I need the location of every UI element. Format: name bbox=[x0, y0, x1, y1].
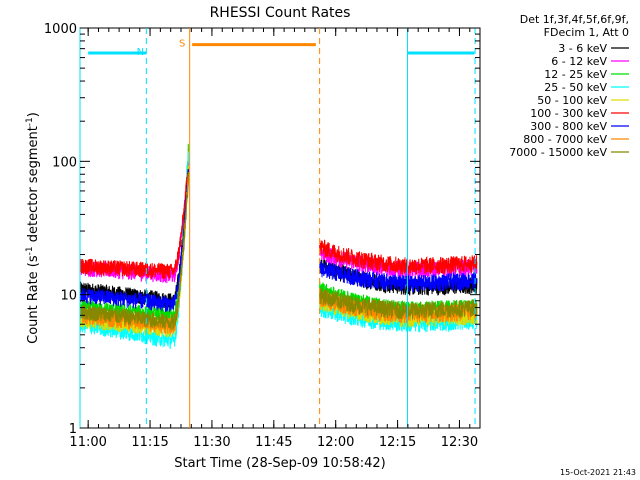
y-axis: 1 10 100 1000 bbox=[44, 22, 480, 437]
legend-label: 12 - 25 keV bbox=[544, 68, 607, 81]
x-tick-label: 12:30 bbox=[441, 435, 478, 450]
plot-area: NS bbox=[79, 27, 481, 429]
x-axis-label: Start Time (28-Sep-09 10:58:42) bbox=[174, 456, 385, 471]
legend: Det 1f,3f,4f,5f,6f,9f, FDecim 1, Att 0 3… bbox=[509, 13, 629, 159]
x-tick-label: 11:15 bbox=[131, 435, 168, 450]
y-tick-label: 1000 bbox=[44, 22, 77, 37]
x-tick-label: 11:30 bbox=[193, 435, 230, 450]
legend-label: 50 - 100 keV bbox=[537, 94, 607, 107]
x-tick-label: 12:15 bbox=[379, 435, 416, 450]
y-tick-label: 100 bbox=[52, 155, 77, 170]
series-line-post bbox=[319, 244, 478, 280]
y-axis-label-sup: -1 bbox=[25, 246, 35, 255]
legend-header-line-1: Det 1f,3f,4f,5f,6f,9f, bbox=[520, 13, 629, 26]
x-axis: 11:00 11:15 11:30 11:45 12:00 12:15 12:30 bbox=[69, 28, 478, 450]
legend-label: 25 - 50 keV bbox=[544, 81, 607, 94]
legend-header-line-2: FDecim 1, Att 0 bbox=[544, 26, 629, 39]
legend-label: 7000 - 15000 keV bbox=[509, 146, 607, 159]
series-line-pre bbox=[79, 152, 189, 350]
series-line-post bbox=[319, 260, 478, 293]
vertical-markers bbox=[79, 28, 476, 428]
series-line-post bbox=[319, 239, 478, 276]
series-line-pre bbox=[79, 169, 189, 313]
y-axis-label-tail: detector segment bbox=[26, 126, 41, 246]
series-line-pre bbox=[79, 168, 189, 280]
annotation-label: N bbox=[137, 47, 144, 58]
series-line-post bbox=[319, 287, 478, 320]
y-axis-label-end: ) bbox=[26, 112, 41, 117]
series-line-pre bbox=[79, 172, 189, 330]
footer-date: 15-Oct-2021 21:43 bbox=[560, 468, 636, 477]
series-group bbox=[79, 143, 478, 350]
chart-title: RHESSI Count Rates bbox=[210, 5, 351, 21]
legend-label: 300 - 800 keV bbox=[530, 120, 607, 133]
y-axis-label-sup2: -1 bbox=[25, 117, 35, 126]
y-tick-label: 10 bbox=[60, 289, 77, 304]
y-axis-label: Count Rate (s-1 detector segment-1) bbox=[25, 112, 41, 344]
legend-label: 100 - 300 keV bbox=[530, 107, 607, 120]
legend-label: 800 - 7000 keV bbox=[523, 133, 607, 146]
x-tick-label: 11:45 bbox=[255, 435, 292, 450]
legend-label: 6 - 12 keV bbox=[551, 55, 607, 68]
y-tick-label: 1 bbox=[69, 422, 77, 437]
series-line-pre bbox=[79, 173, 189, 335]
y-axis-label-main: Count Rate (s bbox=[26, 255, 41, 344]
attenuator-annotations: NS bbox=[88, 39, 475, 58]
x-tick-label: 11:00 bbox=[69, 435, 106, 450]
x-tick-label: 12:00 bbox=[317, 435, 354, 450]
legend-label: 3 - 6 keV bbox=[558, 42, 607, 55]
annotation-label: S bbox=[179, 39, 185, 50]
